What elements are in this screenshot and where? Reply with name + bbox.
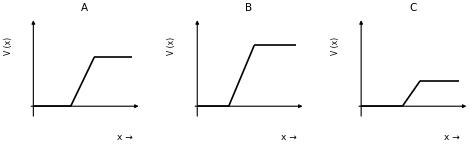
Text: C: C <box>409 3 417 13</box>
Text: V (x): V (x) <box>331 37 340 55</box>
Text: x →: x → <box>117 133 132 142</box>
Text: B: B <box>245 3 253 13</box>
Text: A: A <box>82 3 89 13</box>
Text: V (x): V (x) <box>167 37 176 55</box>
Text: x →: x → <box>281 133 296 142</box>
Text: V (x): V (x) <box>4 37 13 55</box>
Text: x →: x → <box>445 133 460 142</box>
